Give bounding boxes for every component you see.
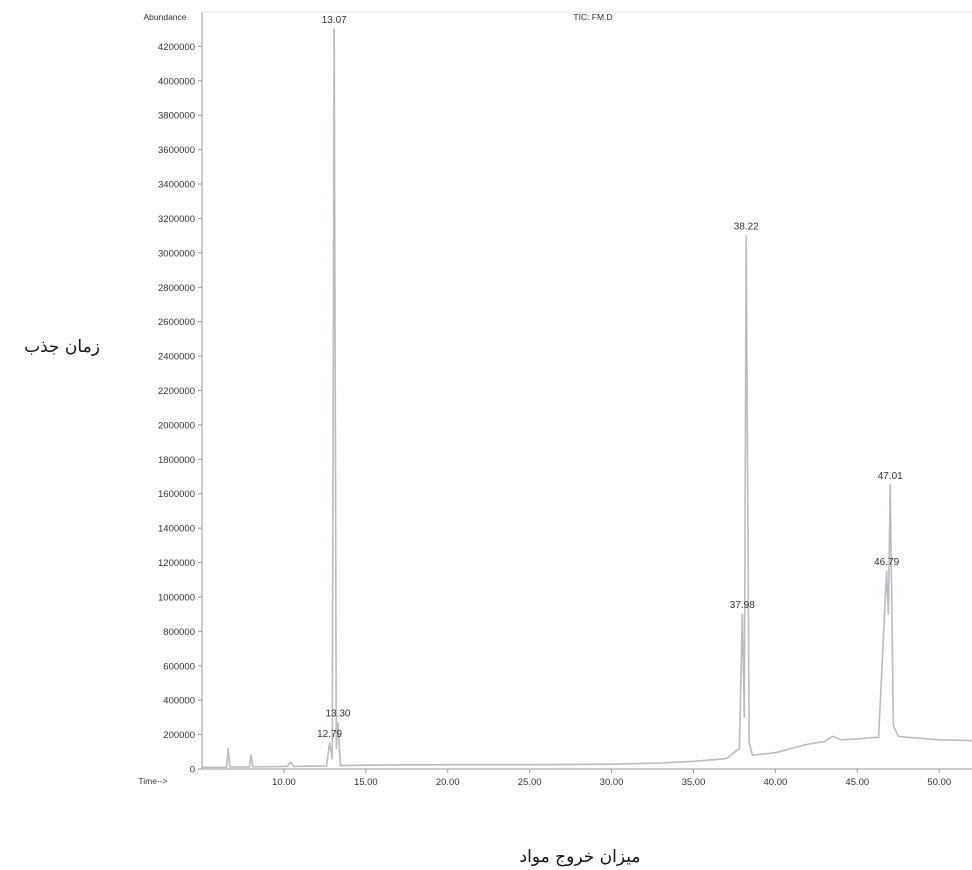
y-tick-label: 3800000 <box>158 111 195 122</box>
x-ticks: 10.00 15.00 20.00 25.00 30.00 35.00 40.00 45.00… <box>272 769 951 788</box>
peak-label: 38.22 <box>734 222 759 233</box>
y-tick-label: 3200000 <box>158 214 195 225</box>
y-tick-label: 3600000 <box>158 145 195 156</box>
y-tick-label: 2000000 <box>158 420 195 431</box>
x-tick-label: 35.00 <box>682 777 706 788</box>
x-tick-label: 10.00 <box>272 777 296 788</box>
y-ticks: 0 200000 400000 600000 800000 1000000 1200000 1… <box>158 42 202 776</box>
y-tick-label: 200000 <box>163 730 195 741</box>
y-tick-label: 400000 <box>163 696 195 707</box>
x-tick-label: 20.00 <box>436 777 460 788</box>
peak-label: 46.79 <box>874 557 899 568</box>
peak-labels: 13.07 12.79 13.30 37.98 38.22 46.79 47.01 <box>317 15 903 740</box>
y-tick-label: 1600000 <box>158 489 195 500</box>
peak-label: 12.79 <box>317 729 342 740</box>
x-tick-label: 25.00 <box>518 777 542 788</box>
chart-title: TIC: FM.D <box>573 12 612 22</box>
peak-label: 13.07 <box>322 15 347 26</box>
peak-label: 37.98 <box>730 600 755 611</box>
x-axis-label: میزان خروج مواد <box>520 847 641 867</box>
y-tick-label: 4200000 <box>158 42 195 53</box>
y-axis-header: Abundance <box>143 12 186 22</box>
y-tick-label: 1800000 <box>158 455 195 466</box>
y-tick-label: 2200000 <box>158 386 195 397</box>
y-axis-label: زمان جذب <box>24 337 100 357</box>
tic-trace-line <box>202 28 972 769</box>
y-tick-label: 2800000 <box>158 283 195 294</box>
y-tick-label: 800000 <box>163 627 195 638</box>
series-group <box>202 28 972 769</box>
x-tick-label: 15.00 <box>354 777 378 788</box>
y-tick-label: 0 <box>190 765 195 776</box>
x-tick-label: 30.00 <box>600 777 624 788</box>
y-tick-label: 1400000 <box>158 524 195 535</box>
y-tick-label: 2600000 <box>158 317 195 328</box>
y-tick-label: 3400000 <box>158 180 195 191</box>
y-tick-label: 4000000 <box>158 76 195 87</box>
x-axis-header: Time--> <box>138 776 167 786</box>
y-tick-label: 1200000 <box>158 558 195 569</box>
peak-label: 47.01 <box>878 471 903 482</box>
y-tick-label: 2400000 <box>158 352 195 363</box>
x-tick-label: 40.00 <box>764 777 788 788</box>
x-tick-label: 50.00 <box>927 777 951 788</box>
y-tick-label: 600000 <box>163 661 195 672</box>
x-tick-label: 45.00 <box>845 777 869 788</box>
peak-label: 13.30 <box>325 709 350 720</box>
y-tick-label: 1000000 <box>158 592 195 603</box>
y-tick-label: 3000000 <box>158 248 195 259</box>
